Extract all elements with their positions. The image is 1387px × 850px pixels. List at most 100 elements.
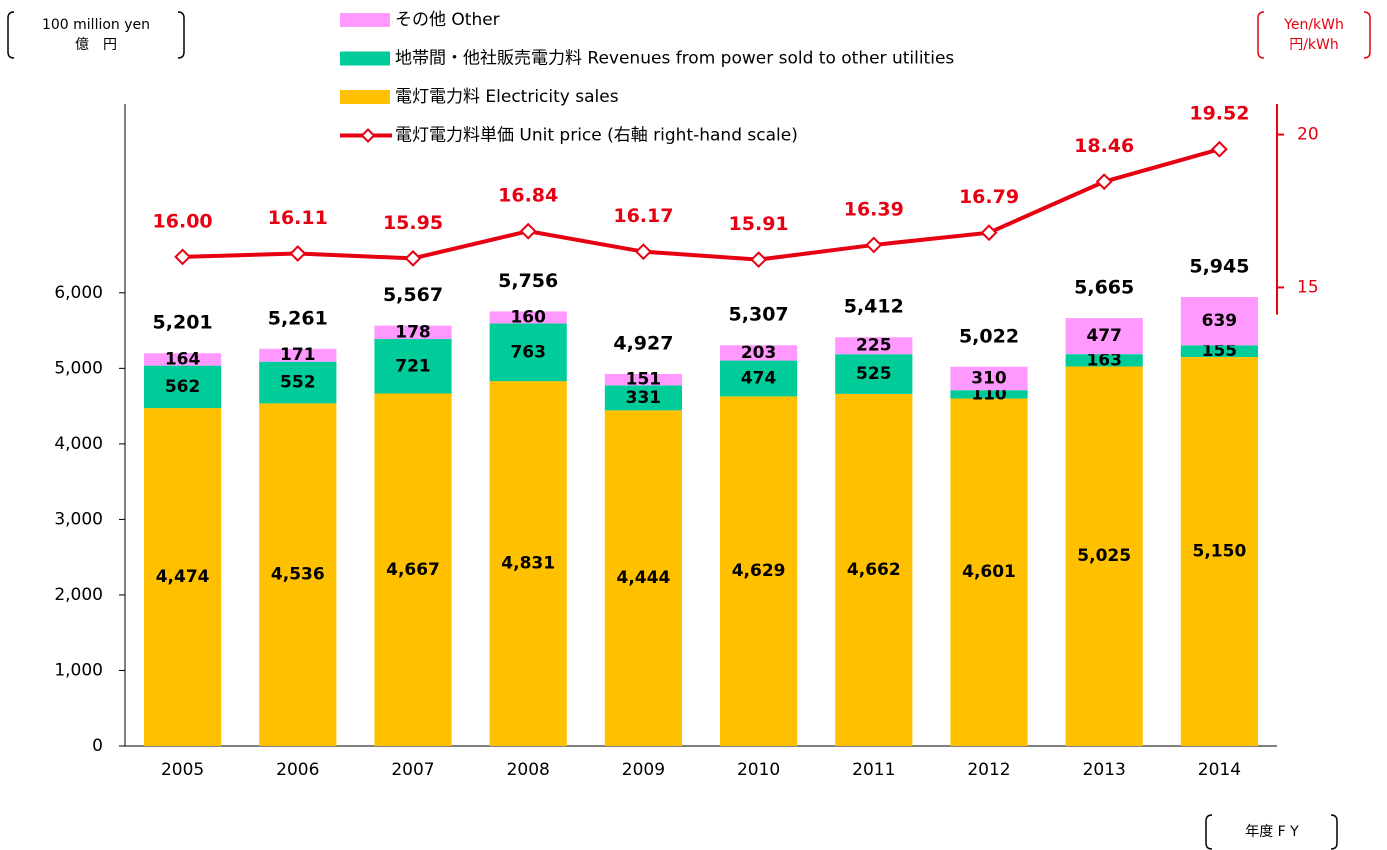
line-label: 19.52 [1189,103,1249,125]
data-label: 4,444 [617,568,671,588]
bar-segment [950,390,1028,399]
line [182,147,1220,262]
unit-label: 100 million yen [42,17,150,33]
data-label: 4,831 [501,554,555,574]
total-label: 5,307 [729,304,789,326]
bar-segment [374,339,452,394]
total-label: 5,665 [1074,277,1134,299]
bar-segment [489,381,567,746]
x-tick-label: 2014 [1198,760,1241,780]
line-marker [750,251,768,269]
data-label: 552 [280,373,316,393]
bar-segment [1180,357,1258,746]
data-label: 163 [1086,350,1122,370]
data-label: 178 [395,322,431,342]
line-marker [174,248,192,266]
bar-segment [720,396,798,746]
data-label: 474 [741,368,777,388]
line-marker [519,222,537,240]
x-tick-label: 2009 [622,760,665,780]
bar-segment [374,393,452,746]
total-label: 5,756 [498,270,558,292]
bar-segment [489,323,567,382]
x-tick-label: 2012 [967,760,1010,780]
total-label: 5,412 [844,296,904,318]
data-label: 639 [1202,311,1238,331]
bar-segment [720,345,798,361]
unit-label: 円/kWh [1289,37,1339,53]
y2-tick-label: 15 [1297,277,1319,297]
total-label: 4,927 [613,332,673,354]
x-axis-title: 年度 F Y [1245,824,1299,840]
data-label: 4,474 [156,567,210,587]
unit-bracket [7,11,1371,850]
line-label: 15.95 [383,212,443,234]
bar-segment [1065,366,1143,746]
bar-segment [259,348,337,362]
legend-label: その他 Other [395,10,500,30]
x-tick-label: 2011 [852,760,895,780]
y-tick-label: 0 [92,736,103,756]
bar-segment [720,360,798,397]
legend-swatch [340,51,390,66]
bar-segment [835,354,913,394]
x-tick-label: 2010 [737,760,780,780]
bar-segment [1180,345,1258,358]
y-tick-label: 1,000 [54,660,103,680]
line-marker [404,249,422,267]
y2-tick-label: 20 [1297,125,1319,145]
bar-segment [144,408,222,746]
data-label: 331 [626,388,662,408]
legend-label: 電灯電力料 Electricity sales [395,87,619,107]
line-marker [634,243,652,261]
line-label: 16.84 [498,185,558,207]
unit-label: Yen/kWh [1283,17,1344,33]
bar-segment [259,361,337,404]
y-tick-label: 5,000 [54,358,103,378]
x-tick-label: 2013 [1083,760,1126,780]
x-tick-label: 2007 [391,760,434,780]
data-label: 171 [280,345,316,365]
bar-segment [604,385,682,411]
data-label: 203 [741,343,777,363]
bar-segment [835,337,913,355]
bar-segment [835,393,913,746]
x-tick-label: 2005 [161,760,204,780]
line-label: 18.46 [1074,135,1134,157]
line-marker [980,224,998,242]
line-marker [1095,173,1113,191]
line-marker [865,236,883,254]
line-label: 16.39 [844,198,904,220]
bar-segment [1065,354,1143,367]
line-label: 16.17 [613,205,673,227]
total-label: 5,261 [268,307,328,329]
line-label: 16.79 [959,186,1019,208]
bar-segment [950,398,1028,746]
line-label: 16.11 [268,207,328,229]
bar-segment [144,365,222,409]
bar-segment [259,403,337,746]
data-label: 5,150 [1193,542,1247,562]
data-label: 5,025 [1077,546,1131,566]
data-label: 160 [510,307,546,327]
data-label: 4,667 [386,560,440,580]
x-tick-label: 2008 [507,760,550,780]
bar-segment [1065,318,1143,355]
total-label: 5,945 [1189,256,1249,278]
data-label: 4,662 [847,560,901,580]
data-label: 310 [971,368,1007,388]
y-tick-label: 4,000 [54,434,103,454]
y-tick-label: 6,000 [54,283,103,303]
line-label: 16.00 [153,210,213,232]
bar-segment [604,410,682,746]
data-label: 763 [510,342,546,362]
legend-swatch [340,90,390,104]
total-label: 5,022 [959,325,1019,347]
total-label: 5,201 [153,312,213,334]
unit-label: 億 円 [75,37,117,53]
data-label: 721 [395,356,431,376]
line-marker [289,245,307,262]
data-label: 4,601 [962,562,1016,582]
data-label: 4,536 [271,565,325,585]
